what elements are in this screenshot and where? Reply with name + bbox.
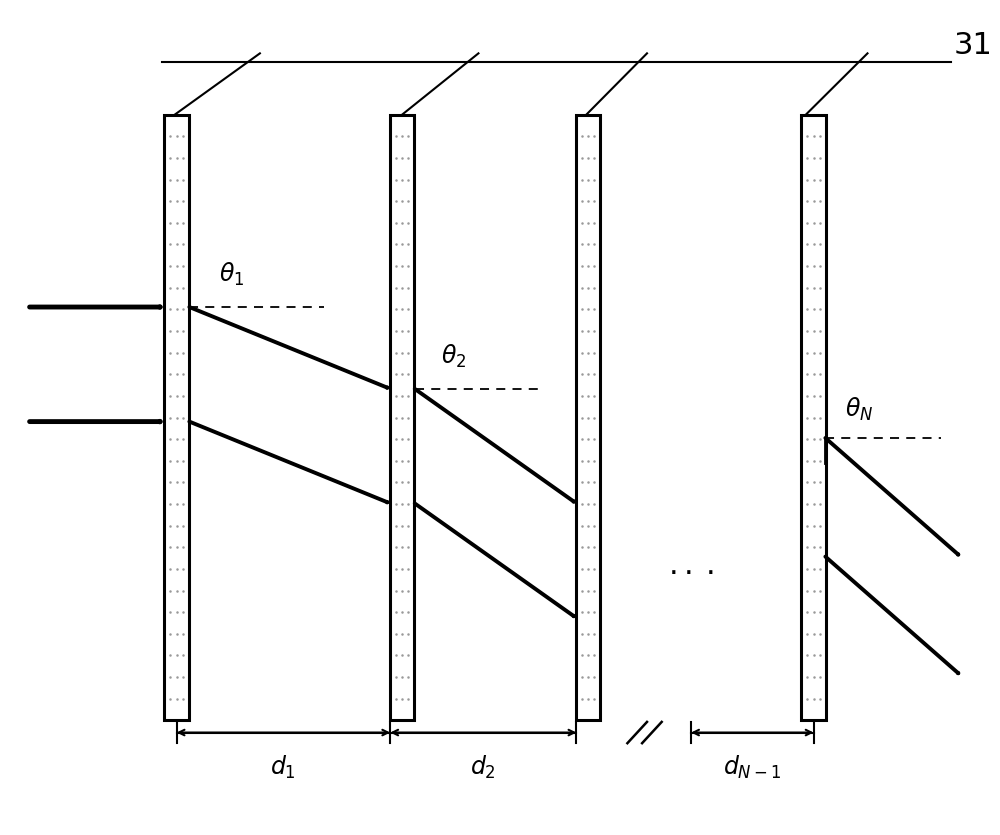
- Bar: [576, 114, 600, 721]
- Text: $d_{N-1}$: $d_{N-1}$: [723, 754, 781, 782]
- Text: $\theta_N$: $\theta_N$: [845, 396, 873, 423]
- Text: $d_{1}$: $d_{1}$: [270, 754, 296, 782]
- Bar: [576, 114, 600, 721]
- Text: $\cdot\cdot\cdot$: $\cdot\cdot\cdot$: [668, 558, 714, 589]
- Text: $\theta_1$: $\theta_1$: [219, 261, 244, 288]
- Bar: [164, 114, 189, 721]
- Bar: [801, 114, 826, 721]
- Text: $\theta_2$: $\theta_2$: [441, 343, 467, 370]
- Text: 31: 31: [954, 31, 993, 59]
- Bar: [164, 114, 189, 721]
- Text: $d_{2}$: $d_{2}$: [470, 754, 496, 782]
- Bar: [390, 114, 414, 721]
- Bar: [801, 114, 826, 721]
- Bar: [390, 114, 414, 721]
